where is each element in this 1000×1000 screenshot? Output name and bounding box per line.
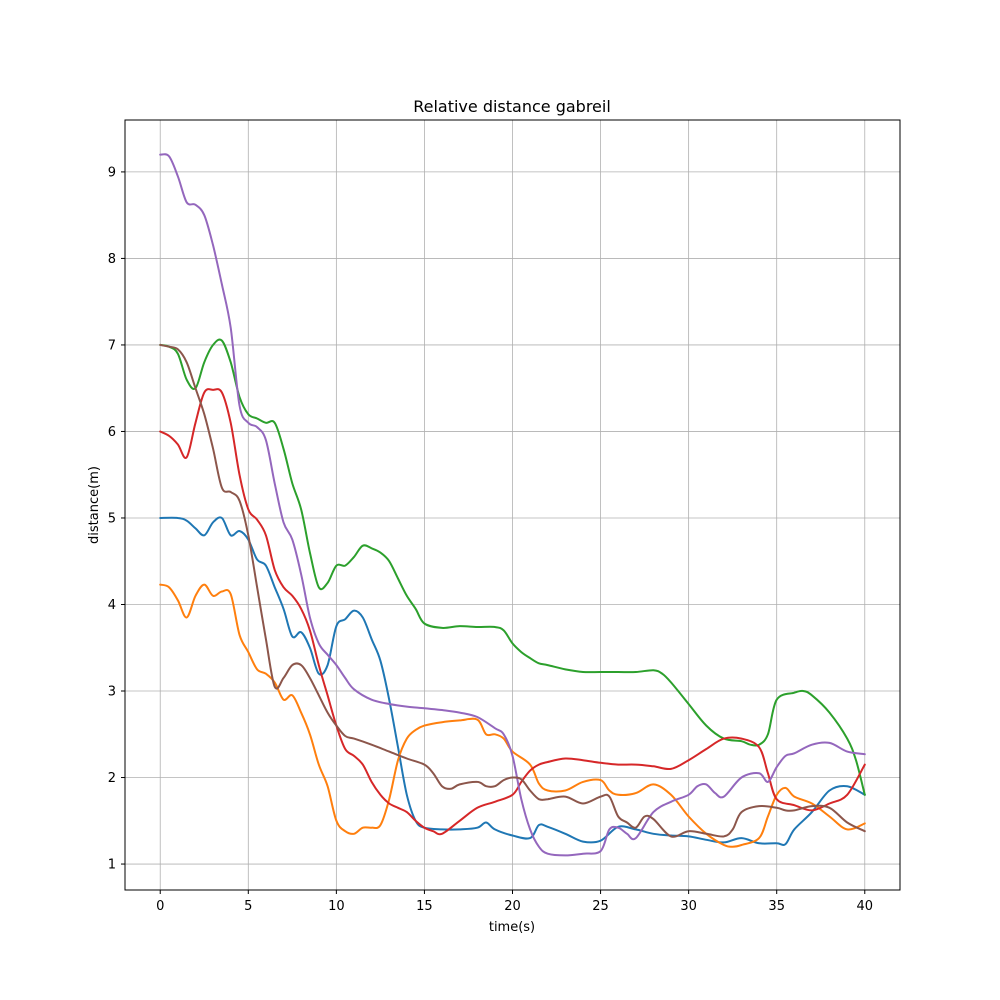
x-tick-label: 35 [768,899,785,914]
y-tick-label: 1 [108,858,116,873]
x-tick-label: 30 [680,899,697,914]
series-line-6 [159,343,866,838]
series-line-3 [159,338,866,796]
x-tick-label: 10 [328,899,345,914]
series-line-4 [159,388,866,836]
x-tick-label: 5 [244,899,252,914]
series-line-2 [159,583,866,848]
y-tick-label: 7 [108,338,116,353]
series-group [159,153,866,857]
y-tick-label: 8 [108,252,116,267]
y-tick-label: 2 [108,771,116,786]
x-tick-label: 0 [156,899,164,914]
y-tick-label: 9 [108,165,116,180]
x-tick-label: 40 [856,899,873,914]
y-tick-label: 3 [108,685,116,700]
x-tick-label: 15 [416,899,433,914]
y-tick-label: 5 [108,511,116,526]
y-tick-label: 4 [108,598,116,613]
y-axis-label: distance(m) [87,466,102,544]
grid [125,120,900,890]
series-line-1 [159,516,866,846]
series-line-5 [159,153,866,857]
chart-title: Relative distance gabreil [413,97,611,116]
x-axis-label: time(s) [489,920,535,935]
x-tick-label: 20 [504,899,521,914]
axis-ticks: 0 5 10 15 20 25 30 35 40 1 2 3 4 5 6 7 8 9 [108,165,873,914]
y-tick-label: 6 [108,425,116,440]
x-tick-label: 25 [592,899,609,914]
